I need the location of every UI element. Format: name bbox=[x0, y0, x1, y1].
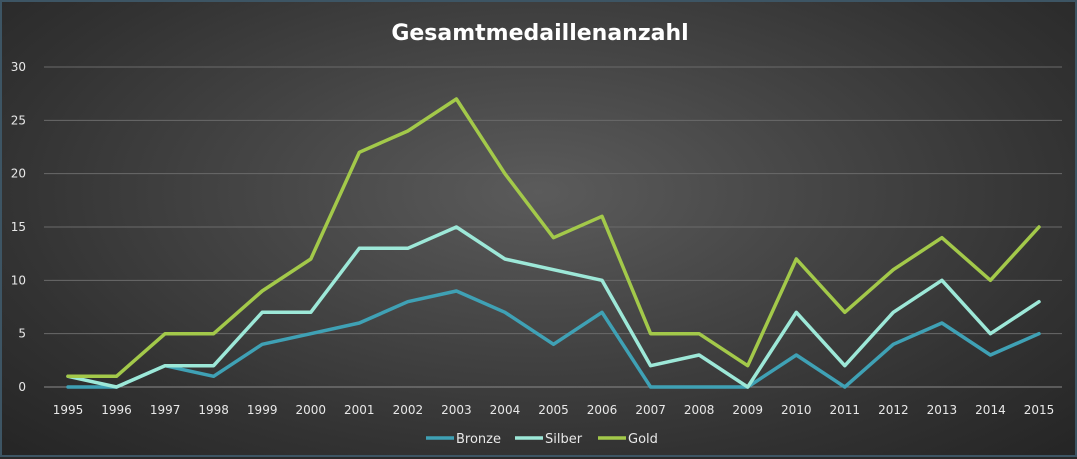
y-tick-label: 30 bbox=[11, 60, 26, 74]
series-line-silber bbox=[68, 227, 1039, 387]
legend-label-silber: Silber bbox=[545, 432, 583, 447]
x-tick-label: 1996 bbox=[101, 403, 132, 417]
x-tick-label: 2005 bbox=[538, 403, 569, 417]
y-tick-label: 20 bbox=[11, 167, 26, 181]
x-tick-label: 2000 bbox=[295, 403, 326, 417]
x-tick-label: 2011 bbox=[830, 403, 861, 417]
y-axis-ticks: 0 5 10 15 20 25 30 bbox=[11, 60, 26, 394]
x-tick-label: 2007 bbox=[635, 403, 666, 417]
x-tick-label: 1997 bbox=[150, 403, 181, 417]
x-tick-label: 2009 bbox=[732, 403, 763, 417]
y-tick-label: 15 bbox=[11, 220, 26, 234]
x-tick-label: 2001 bbox=[344, 403, 375, 417]
y-tick-label: 10 bbox=[11, 273, 26, 287]
x-tick-label: 2015 bbox=[1024, 403, 1055, 417]
legend: Bronze Silber Gold bbox=[426, 432, 658, 447]
y-tick-label: 0 bbox=[18, 380, 26, 394]
x-axis-ticks: 1995 1996 1997 1998 1999 2000 2001 2002 2003 2004… bbox=[53, 403, 1055, 417]
legend-label-bronze: Bronze bbox=[456, 432, 501, 447]
x-tick-label: 2004 bbox=[490, 403, 521, 417]
x-tick-label: 2003 bbox=[441, 403, 472, 417]
chart-title: Gesamtmedaillenanzahl bbox=[391, 21, 688, 46]
y-tick-label: 25 bbox=[11, 113, 26, 127]
x-tick-label: 2002 bbox=[393, 403, 424, 417]
x-tick-label: 2008 bbox=[684, 403, 715, 417]
x-tick-label: 1999 bbox=[247, 403, 278, 417]
series-line-bronze bbox=[68, 291, 1039, 387]
x-tick-label: 1998 bbox=[198, 403, 229, 417]
x-tick-label: 2013 bbox=[927, 403, 958, 417]
legend-label-gold: Gold bbox=[628, 432, 658, 447]
x-tick-label: 2010 bbox=[781, 403, 812, 417]
x-tick-label: 2006 bbox=[587, 403, 618, 417]
x-tick-label: 2014 bbox=[975, 403, 1006, 417]
y-tick-label: 5 bbox=[18, 327, 26, 341]
x-tick-label: 2012 bbox=[878, 403, 909, 417]
x-tick-label: 1995 bbox=[53, 403, 84, 417]
series-lines bbox=[68, 99, 1039, 387]
